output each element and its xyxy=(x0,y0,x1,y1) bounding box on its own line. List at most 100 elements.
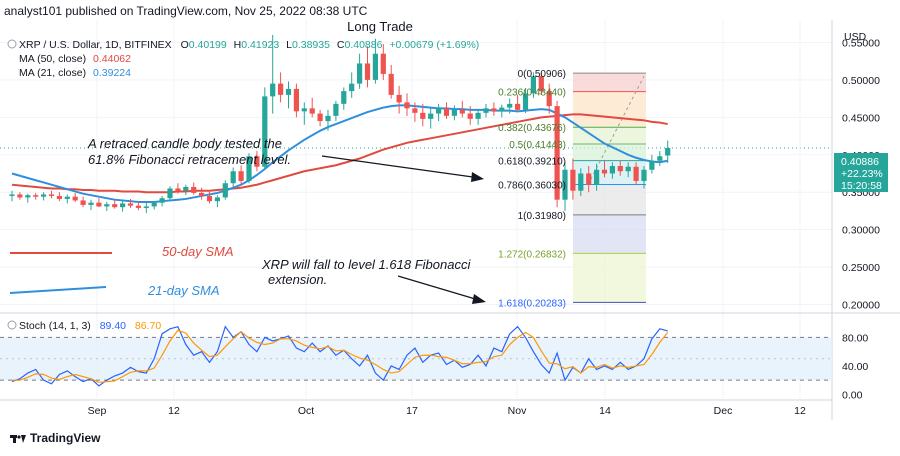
symbol-name: XRP / U.S. Dollar, 1D, BITFINEX O0.40199… xyxy=(19,39,479,51)
forecast-note-line1: XRP will fall to level 1.618 Fibonacci xyxy=(261,257,471,272)
fib-level-label: 1(0.31980) xyxy=(518,211,566,222)
candle-body xyxy=(657,156,663,161)
candle-body xyxy=(451,109,457,116)
candle-body xyxy=(641,169,647,181)
publisher-header: analyst101 published on TradingView.com,… xyxy=(4,4,367,18)
fib-level-label: 0(0.50906) xyxy=(518,69,566,80)
price-tick-label: 0.50000 xyxy=(842,75,880,87)
retrace-arrowhead xyxy=(471,172,484,182)
candle-body xyxy=(499,107,505,112)
candle-body xyxy=(175,188,181,191)
candle-body xyxy=(562,169,568,200)
candle-body xyxy=(665,148,671,156)
sma21-sample-line xyxy=(9,286,107,294)
retrace-note-line1: A retraced candle body tested the xyxy=(87,136,282,151)
time-tick-labels: Sep 12 Oct 17 Nov 14 Dec 12 xyxy=(88,405,806,417)
brand-footer[interactable]: TradingView xyxy=(10,431,100,445)
candle-body xyxy=(420,112,426,119)
candle-body xyxy=(41,194,47,197)
sma21-label: 21-day SMA xyxy=(147,283,220,298)
candle-body xyxy=(127,203,134,206)
candle-body xyxy=(262,96,268,167)
brand-name: TradingView xyxy=(30,431,101,445)
candle-body xyxy=(206,195,213,202)
fib-band xyxy=(573,253,646,303)
candle-body xyxy=(9,194,15,196)
candle-body xyxy=(72,196,78,201)
time-axis[interactable]: Sep 12 Oct 17 Nov 14 Dec 12 xyxy=(0,399,832,417)
retrace-arrow-line xyxy=(321,155,481,179)
price-tick-label: 0.30000 xyxy=(842,225,880,237)
time-tick-label: 17 xyxy=(406,405,418,417)
candle-body xyxy=(325,115,331,122)
candle-body xyxy=(17,194,23,198)
candle-body xyxy=(88,202,94,205)
stoch-d-line xyxy=(12,329,669,383)
candle-body xyxy=(80,200,86,205)
candle-body xyxy=(633,166,639,181)
fib-band xyxy=(573,127,646,144)
fib-level-label: 1.618(0.20283) xyxy=(498,298,566,309)
candle-body xyxy=(222,183,228,198)
price-pane-bg xyxy=(0,20,832,312)
price-pane[interactable]: 0(0.50906) 0.236(0.48440) 0.382(0.43676) 0.… xyxy=(0,20,832,398)
stoch-tick-label: 80.00 xyxy=(842,332,868,344)
currency-label: USD xyxy=(844,31,867,43)
price-tick-label: 0.45000 xyxy=(842,112,880,124)
candles xyxy=(9,34,671,214)
candle-body xyxy=(167,188,173,199)
candle-body xyxy=(183,186,189,191)
forecast-note-line2: extension. xyxy=(268,272,327,287)
candle-body xyxy=(333,103,339,116)
candle-body xyxy=(467,113,473,119)
candle-body xyxy=(309,108,315,114)
last-change: +22.23% xyxy=(841,168,883,180)
candle-body xyxy=(120,203,126,208)
countdown: 15:20:58 xyxy=(841,180,882,192)
candle-body xyxy=(25,195,31,198)
candle-body xyxy=(625,166,631,172)
legend: XRP / U.S. Dollar, 1D, BITFINEX O0.40199… xyxy=(7,39,479,79)
candle-body xyxy=(649,160,655,170)
time-tick-label: 12 xyxy=(794,405,806,417)
candle-body xyxy=(578,173,584,191)
candle-body xyxy=(33,195,39,197)
candle-body xyxy=(112,204,118,208)
stoch-tick-labels: 80.00 40.00 0.00 xyxy=(842,332,868,401)
fib-trend-line xyxy=(587,75,645,185)
ma21-legend[interactable]: MA (21, close) 0.39224 xyxy=(19,67,131,79)
candle-body xyxy=(143,206,149,208)
fib-band xyxy=(573,91,646,128)
symbol-legend-row: XRP / U.S. Dollar, 1D, BITFINEX O0.40199… xyxy=(7,39,479,51)
candle-body xyxy=(64,196,70,199)
stoch-legend: Stoch (14, 1, 3) 89.40 86.70 xyxy=(7,320,161,332)
candle-body xyxy=(317,113,323,122)
candle-body xyxy=(104,204,110,207)
fib-band xyxy=(573,214,646,254)
candle-body xyxy=(56,195,62,199)
candle-body xyxy=(364,63,371,80)
ma50-legend[interactable]: MA (50, close) 0.44062 xyxy=(19,53,131,65)
fib-level-label: 0.786(0.36030) xyxy=(498,180,566,191)
candle-body xyxy=(341,91,347,104)
candle-body xyxy=(538,76,544,92)
candle-body xyxy=(270,83,276,97)
sma50-label: 50-day SMA xyxy=(162,244,234,259)
last-price-bg xyxy=(834,153,888,192)
candle-body xyxy=(372,53,378,80)
candle-body xyxy=(396,94,402,103)
candle-body xyxy=(412,108,418,113)
candle-body xyxy=(507,103,513,108)
overlay-title: Long Trade xyxy=(347,19,413,34)
fib-level-label: 0.5(0.41443) xyxy=(509,140,566,151)
candle-body xyxy=(601,169,608,174)
stoch-pane[interactable]: 80.00 40.00 0.00 Stoch (14, 1, 3) 89.40 86… xyxy=(0,320,868,401)
candle-body xyxy=(96,202,102,207)
candle-body xyxy=(586,173,592,185)
series-visibility-icon[interactable] xyxy=(7,39,17,49)
stoch-visibility-icon[interactable] xyxy=(7,320,17,330)
time-tick-label: Oct xyxy=(298,405,314,417)
forecast-arrowhead xyxy=(472,294,486,304)
candle-body xyxy=(285,88,292,95)
